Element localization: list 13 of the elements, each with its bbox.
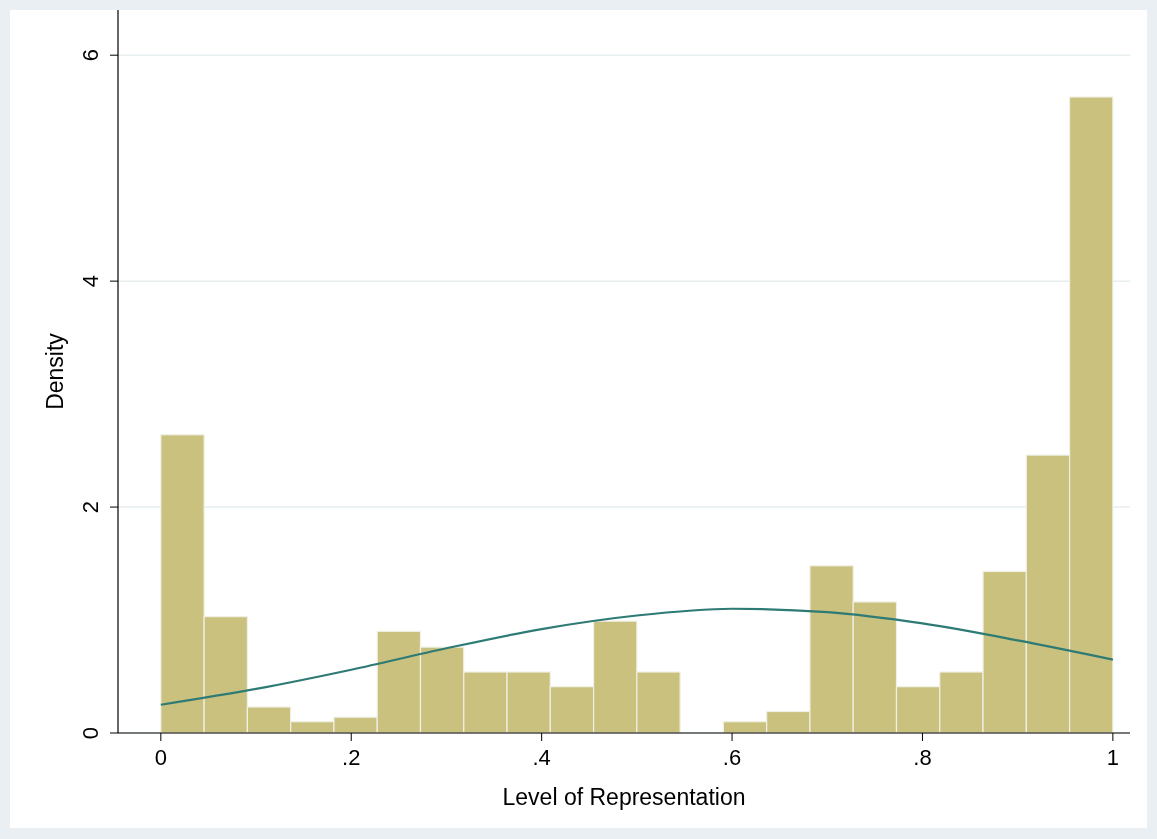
x-tick-label: .4 (532, 745, 551, 770)
y-tick-label: 4 (78, 275, 103, 288)
x-tick-label: 1 (1106, 745, 1119, 770)
line-series (159, 607, 1114, 706)
x-tick-label: 0 (154, 745, 167, 770)
x-tick-label: .2 (342, 745, 361, 770)
y-axis-title: Density (42, 332, 68, 410)
x-axis-title: Level of Representation (502, 784, 746, 810)
x-tick-label: .6 (722, 745, 742, 770)
x-tick-label: .8 (913, 745, 932, 770)
y-tick-label: 6 (78, 49, 103, 62)
y-tick-label: 0 (78, 726, 103, 740)
y-tick-label: 2 (78, 500, 103, 514)
